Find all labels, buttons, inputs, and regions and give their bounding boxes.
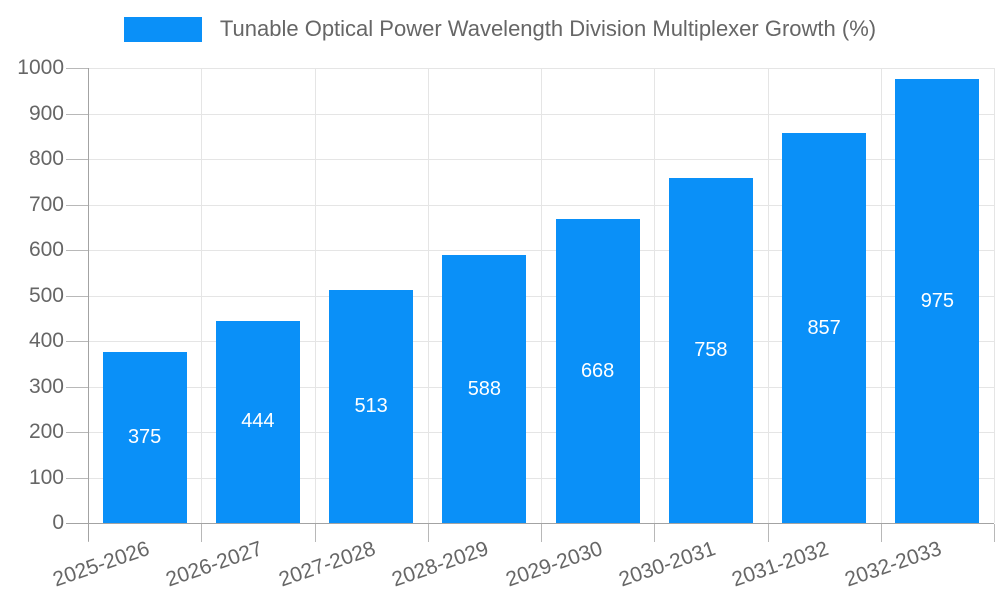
y-tick-label: 500	[28, 283, 64, 307]
y-tick	[66, 295, 88, 297]
y-tick-label: 800	[28, 147, 64, 170]
x-tick	[314, 524, 316, 542]
y-axis-line	[88, 68, 89, 541]
y-tick	[66, 432, 88, 433]
x-tick	[427, 524, 429, 542]
y-tick	[66, 113, 88, 115]
bar-2028-2029: 588	[442, 255, 527, 523]
gridline-v	[201, 68, 203, 523]
y-tick-label: 600	[28, 238, 64, 261]
gridline-v	[314, 68, 316, 523]
legend: Tunable Optical Power Wavelength Divisio…	[0, 16, 1000, 42]
gridline-v	[767, 68, 769, 523]
y-tick	[66, 477, 88, 479]
bar-2031-2032: 857	[782, 133, 867, 523]
bar-2030-2031: 758	[668, 178, 753, 523]
bar-value-label: 513	[354, 394, 388, 417]
y-tick	[66, 68, 88, 69]
gridline-v	[994, 68, 995, 523]
x-tick	[767, 524, 769, 542]
y-tick-label: 100	[28, 465, 64, 489]
y-tick-label: 400	[28, 329, 64, 352]
x-tick	[541, 524, 542, 542]
bar-value-label: 857	[807, 316, 841, 339]
x-tick	[880, 524, 882, 542]
y-tick-label: 1000	[17, 56, 64, 79]
y-tick	[66, 159, 88, 160]
y-tick	[66, 250, 88, 251]
y-tick-label: 0	[52, 511, 64, 534]
gridline-v	[541, 68, 542, 523]
y-tick	[66, 341, 88, 342]
plot-area: 375 444 513 588 668 758 857 975	[88, 68, 995, 523]
bar-value-label: 375	[127, 426, 162, 449]
y-tick	[66, 204, 88, 206]
bar-2029-2030: 668	[555, 219, 640, 523]
y-tick-label: 300	[28, 374, 64, 398]
bar-value-label: 588	[467, 377, 502, 400]
bar-2026-2027: 444	[215, 320, 300, 523]
x-tick	[654, 524, 656, 542]
x-tick	[201, 524, 203, 542]
bar-value-label: 444	[241, 410, 275, 433]
gridline-v	[427, 68, 429, 523]
legend-label: Tunable Optical Power Wavelength Divisio…	[219, 16, 877, 41]
bar-value-label: 758	[694, 339, 728, 362]
x-axis-line	[66, 523, 994, 524]
legend-swatch	[123, 16, 202, 42]
bar-value-label: 975	[920, 289, 955, 312]
gridline-v	[654, 68, 656, 523]
y-tick-label: 200	[28, 420, 64, 443]
y-tick-label: 900	[28, 101, 64, 125]
y-tick-label: 700	[28, 192, 64, 216]
y-tick	[66, 386, 88, 388]
x-tick	[994, 524, 995, 542]
bar-2027-2028: 513	[329, 289, 414, 523]
bar-value-label: 668	[580, 359, 615, 382]
bar-2032-2033: 975	[895, 79, 980, 523]
bar-2025-2026: 375	[102, 352, 187, 523]
gridline-v	[880, 68, 882, 523]
